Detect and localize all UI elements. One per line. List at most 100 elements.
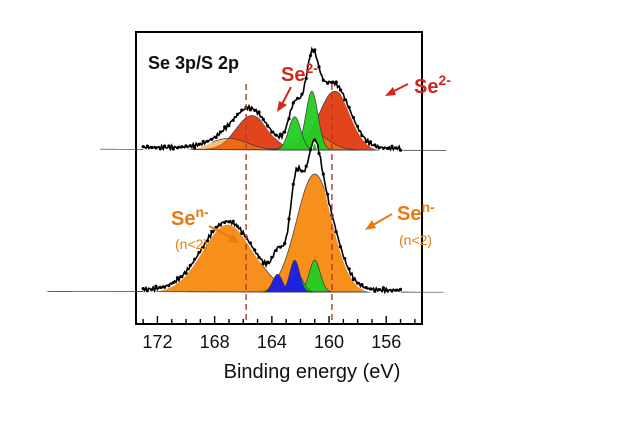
top-data-point	[171, 147, 175, 151]
top-data-point	[261, 117, 265, 121]
top-data-point	[205, 139, 210, 143]
top-data-point	[313, 48, 317, 52]
annotation-se2-left-arrowhead	[277, 101, 287, 112]
svg-text:Sen-: Sen-	[397, 199, 435, 225]
top-data-point	[163, 144, 167, 148]
bottom-data-point	[193, 257, 197, 261]
bottom-data-point	[291, 182, 295, 186]
annotation-se2-left-base: Se	[281, 64, 305, 86]
top-data-point	[270, 130, 274, 134]
top-data-point	[240, 108, 244, 112]
top-data-point	[338, 88, 343, 92]
annotation-se2-right-arrowhead	[385, 87, 396, 96]
bottom-data-point	[227, 220, 231, 224]
top-data-point	[235, 112, 240, 116]
top-data-point	[158, 147, 162, 151]
x-axis-ticks: 172 168 164 160 156	[142, 316, 416, 352]
reference-guides	[245, 84, 333, 324]
top-data-point	[368, 140, 373, 144]
bottom-data-point	[257, 255, 261, 259]
annotation-se2-left: Se2-	[277, 60, 318, 112]
experimental-data	[141, 46, 403, 295]
bottom-data-point	[394, 288, 398, 292]
plot-frame	[135, 31, 423, 325]
bottom-data-point	[398, 287, 403, 291]
bottom-data-point	[334, 230, 338, 234]
top-data-point	[300, 92, 304, 96]
top-data-point	[180, 145, 184, 149]
bottom-component-5	[242, 273, 312, 293]
bottom-data-point	[266, 260, 270, 264]
top-data-point	[193, 146, 197, 150]
bottom-data-point	[317, 151, 321, 156]
annotation-sen-right: Sen- (n<2)	[365, 199, 435, 248]
top-data-point	[377, 146, 381, 150]
bottom-data-point	[197, 250, 201, 255]
top-data-point	[201, 139, 205, 144]
bottom-data-point	[278, 245, 282, 249]
top-data-point	[248, 108, 252, 112]
top-data-point	[223, 125, 227, 129]
annotation-sen-right-arrow	[372, 213, 393, 226]
top-data-point	[304, 76, 308, 80]
bottom-data-point	[338, 245, 343, 249]
bottom-data-point	[235, 224, 240, 228]
annotation-se2-right-arrow	[391, 83, 409, 93]
annotation-sen-right-sub: (n<2)	[399, 232, 432, 248]
bottom-data-point	[150, 288, 154, 292]
annotation-sen-right-base: Se	[397, 203, 421, 225]
top-data-point	[218, 130, 222, 134]
top-data-point	[266, 124, 270, 128]
top-data-point	[274, 133, 278, 137]
top-data-point	[343, 98, 347, 102]
annotation-sen-left-arrow	[208, 225, 233, 239]
x-tick-label: 164	[257, 332, 287, 352]
annotation-sen-left: Sen- (n<2)	[171, 204, 240, 252]
top-data-point	[231, 118, 235, 122]
top-data-point	[390, 144, 394, 148]
bottom-data-point	[270, 255, 274, 259]
top-data-point	[184, 144, 188, 148]
bottom-data-point	[167, 284, 171, 288]
bottom-data-point	[201, 245, 205, 249]
bottom-data-point	[373, 289, 377, 293]
annotation-se2-right-sup: 2-	[438, 72, 451, 88]
bottom-data-point	[326, 192, 330, 196]
bottom-data-point	[360, 283, 364, 287]
top-data-point	[398, 148, 403, 152]
top-data-point	[330, 80, 334, 84]
bottom-data-point	[214, 225, 218, 229]
top-data-point	[188, 144, 192, 148]
annotation-se2-right-base: Se	[414, 76, 438, 98]
top-data-point	[154, 146, 158, 150]
x-tick-label: 172	[142, 332, 172, 352]
bottom-data-point	[287, 217, 291, 221]
bottom-data-point	[381, 286, 385, 290]
bottom-data-point	[274, 248, 278, 253]
bottom-data-point	[347, 267, 351, 271]
x-tick-label: 156	[371, 332, 401, 352]
top-data-point	[364, 140, 368, 144]
top-data-point	[308, 53, 313, 58]
bottom-data-point	[145, 289, 149, 293]
top-data-point	[347, 105, 351, 109]
top-data-point	[394, 146, 398, 150]
bottom-data-point	[261, 262, 265, 266]
top-data-point	[167, 144, 171, 148]
bottom-data-point	[313, 138, 317, 142]
bottom-data-point	[158, 285, 162, 289]
bottom-data-point	[188, 263, 192, 267]
annotation-sen-left-base: Se	[171, 208, 195, 230]
bottom-data-point	[386, 289, 390, 293]
bottom-data-point	[175, 276, 180, 280]
top-data-point	[283, 130, 287, 134]
svg-text:Se2-: Se2-	[414, 72, 451, 98]
top-data-point	[317, 65, 321, 69]
annotation-sen-left-arrowhead	[228, 234, 240, 243]
annotation-sen-right-sup: n-	[421, 199, 435, 215]
top-data-point	[386, 146, 390, 151]
top-data-point	[321, 78, 325, 82]
bottom-data-point	[351, 278, 355, 282]
x-tick-label: 168	[200, 332, 230, 352]
